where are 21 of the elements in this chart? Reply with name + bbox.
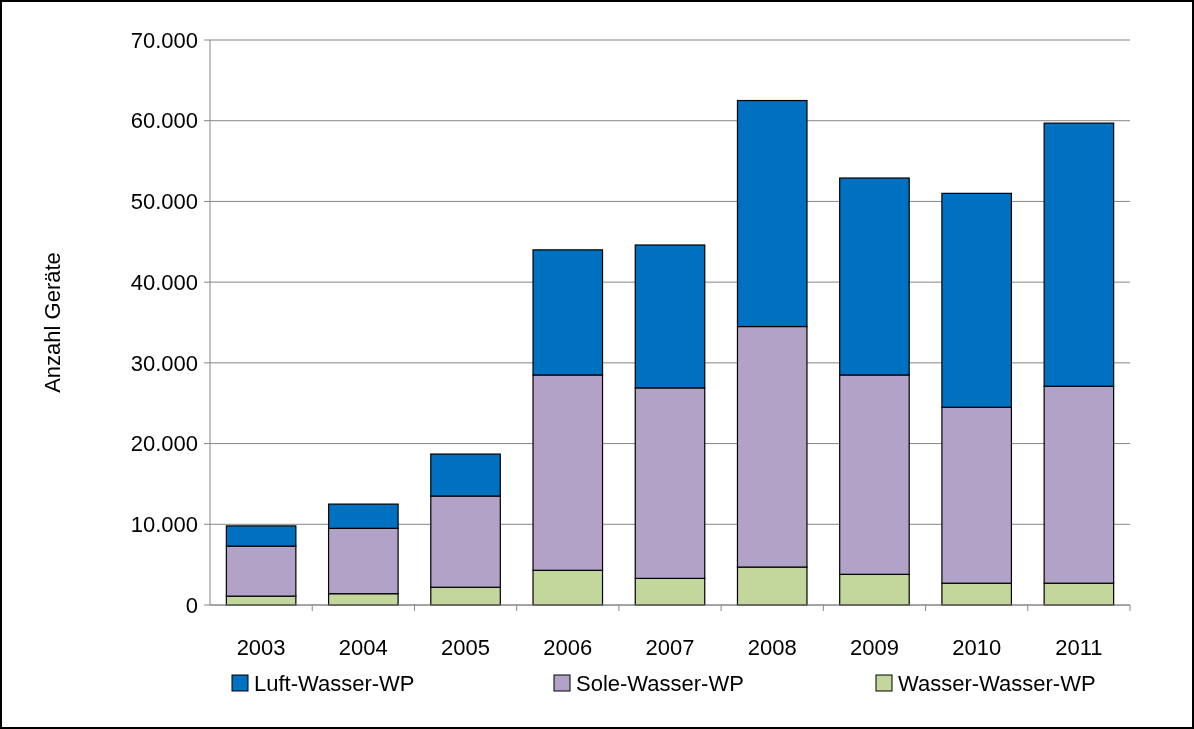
y-tick-label: 40.000 <box>130 269 198 295</box>
y-axis-title: Anzahl Geräte <box>40 252 65 393</box>
legend-label: Sole-Wasser-WP <box>576 670 744 696</box>
x-tick-label: 2008 <box>747 635 797 660</box>
y-tick-label: 50.000 <box>130 189 198 215</box>
x-tick-label: 2005 <box>441 635 491 660</box>
y-tick-label: 70.000 <box>130 27 198 53</box>
legend-label: Luft-Wasser-WP <box>254 670 415 696</box>
y-tick-label: 0 <box>185 592 198 618</box>
x-tick-label: 2009 <box>849 635 899 660</box>
x-tick-label: 2003 <box>236 635 286 660</box>
x-tick-label: 2011 <box>1055 635 1103 660</box>
x-tick-label: 2010 <box>952 635 1002 660</box>
x-tick-label: 2006 <box>543 635 593 660</box>
x-tick-label: 2004 <box>338 635 388 660</box>
x-tick-label: 2007 <box>645 635 695 660</box>
y-tick-label: 20.000 <box>130 431 198 457</box>
y-tick-label: 10.000 <box>130 511 198 537</box>
y-tick-label: 60.000 <box>130 108 198 134</box>
legend-label: Wasser-Wasser-WP <box>898 670 1096 696</box>
y-tick-label: 30.000 <box>130 350 198 376</box>
